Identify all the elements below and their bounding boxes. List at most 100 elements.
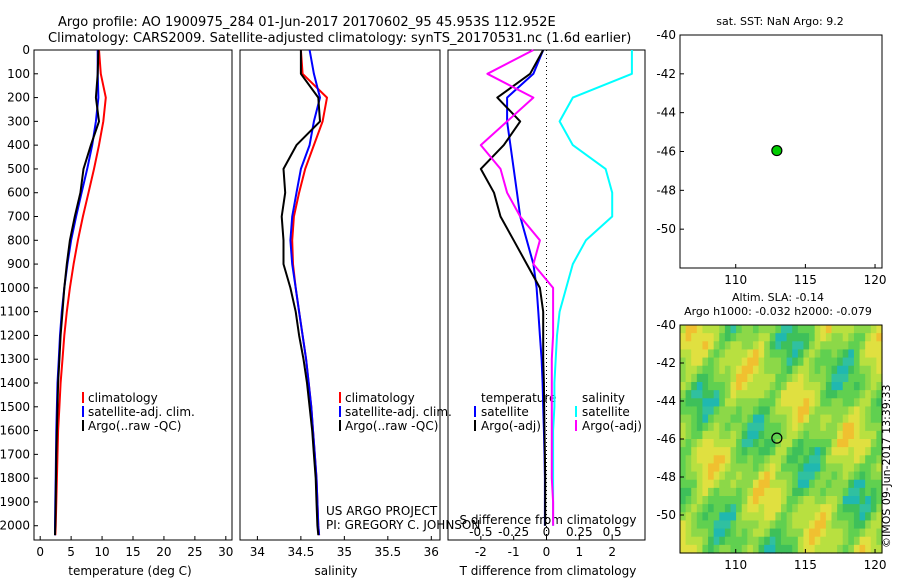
sla-heatmap-cell bbox=[865, 382, 872, 391]
sla-heatmap-cell bbox=[741, 479, 748, 489]
sla-heatmap-cell bbox=[837, 544, 844, 554]
sla-heatmap-cell bbox=[876, 390, 883, 399]
sla-heatmap-cell bbox=[680, 463, 687, 473]
sla-heatmap-cell bbox=[853, 520, 861, 530]
sla-heatmap-cell bbox=[837, 512, 844, 522]
sla-heatmap-cell bbox=[769, 365, 776, 375]
sla-heatmap-cell bbox=[809, 357, 816, 367]
sla-heatmap-cell bbox=[792, 439, 799, 448]
sla-heatmap-cell bbox=[747, 487, 754, 497]
sla-heatmap-cell bbox=[708, 479, 715, 489]
sla-heatmap-cell bbox=[702, 496, 709, 505]
depth-tick-label: 1100 bbox=[0, 305, 30, 319]
sla-heatmap-cell bbox=[848, 325, 855, 334]
sla-heatmap-cell bbox=[680, 422, 687, 432]
sla-heatmap-cell bbox=[691, 536, 698, 546]
sla-heatmap-cell bbox=[809, 382, 816, 391]
sla-heatmap-cell bbox=[719, 520, 726, 530]
sla-heatmap-cell bbox=[837, 398, 844, 408]
sla-heatmap-cell bbox=[764, 463, 771, 473]
sla-heatmap-cell bbox=[758, 382, 765, 391]
sla-heatmap-cell bbox=[752, 390, 760, 399]
sla-heatmap-cell bbox=[781, 479, 788, 489]
sla-heatmap-cell bbox=[820, 512, 827, 522]
sla-heatmap-cell bbox=[853, 479, 861, 489]
sla-heatmap-cell bbox=[691, 406, 698, 416]
sla-heatmap-cell bbox=[736, 341, 743, 351]
sla-heatmap-cell bbox=[752, 430, 760, 440]
sla-heatmap-cell bbox=[809, 504, 816, 513]
sla-heatmap-cell bbox=[741, 536, 748, 546]
sla-heatmap-cell bbox=[769, 414, 776, 424]
sla-heatmap-cell bbox=[820, 447, 827, 456]
sla-map-ytick-label: -42 bbox=[656, 356, 676, 370]
sla-heatmap-cell bbox=[758, 544, 765, 554]
sla-heatmap-cell bbox=[724, 544, 732, 554]
sla-heatmap-cell bbox=[730, 512, 737, 522]
sla-heatmap-cell bbox=[685, 455, 692, 465]
sla-heatmap-cell bbox=[719, 365, 726, 375]
sla-heatmap-cell bbox=[865, 373, 872, 383]
sla-heatmap-cell bbox=[680, 487, 687, 497]
sst-map-ytick-label: -44 bbox=[656, 106, 676, 120]
sla-heatmap-cell bbox=[730, 479, 737, 489]
sla-heatmap-cell bbox=[876, 455, 883, 465]
sla-heatmap-cell bbox=[803, 333, 810, 342]
sla-heatmap-cell bbox=[775, 544, 782, 554]
sla-heatmap-cell bbox=[876, 398, 883, 408]
sla-heatmap-cell bbox=[814, 390, 821, 399]
sla-heatmap-cell bbox=[764, 333, 771, 342]
sla-heatmap-cell bbox=[859, 455, 866, 465]
sla-heatmap-cell bbox=[736, 504, 743, 513]
sst-map-xtick-label: 120 bbox=[864, 273, 887, 287]
sla-heatmap-cell bbox=[853, 341, 861, 351]
sla-heatmap-cell bbox=[781, 430, 788, 440]
sla-heatmap-cell bbox=[786, 471, 793, 481]
sla-heatmap-cell bbox=[853, 439, 861, 448]
sla-heatmap-cell bbox=[758, 398, 765, 408]
sla-heatmap-cell bbox=[786, 333, 793, 342]
sla-heatmap-cell bbox=[724, 512, 732, 522]
sla-heatmap-cell bbox=[680, 479, 687, 489]
sla-heatmap-cell bbox=[702, 536, 709, 546]
sla-heatmap-cell bbox=[775, 357, 782, 367]
sla-heatmap-cell bbox=[786, 341, 793, 351]
sla-heatmap-cell bbox=[820, 406, 827, 416]
sla-heatmap-cell bbox=[870, 439, 877, 448]
salinity-series-argo-raw-qc- bbox=[280, 50, 321, 536]
sla-heatmap-cell bbox=[837, 390, 844, 399]
sla-heatmap-cell bbox=[696, 406, 704, 416]
sla-heatmap-cell bbox=[781, 390, 788, 399]
sla-heatmap-cell bbox=[736, 439, 743, 448]
sla-heatmap-cell bbox=[747, 414, 754, 424]
sla-heatmap-cell bbox=[680, 439, 687, 448]
sla-heatmap-cell bbox=[736, 528, 743, 538]
sla-heatmap-cell bbox=[853, 528, 861, 538]
difference-panel: T difference from climatology S differen… bbox=[447, 49, 646, 578]
sla-heatmap-cell bbox=[736, 382, 743, 391]
sla-heatmap-cell bbox=[792, 406, 799, 416]
sla-heatmap-cell bbox=[752, 471, 760, 481]
sla-heatmap-cell bbox=[853, 471, 861, 481]
sla-heatmap-cell bbox=[769, 349, 776, 359]
sla-heatmap-cell bbox=[741, 357, 748, 367]
sla-heatmap-cell bbox=[870, 496, 877, 505]
sla-heatmap-cell bbox=[848, 504, 855, 513]
sla-heatmap-cell bbox=[769, 325, 776, 334]
sla-heatmap-cell bbox=[730, 341, 737, 351]
sla-heatmap-cell bbox=[853, 414, 861, 424]
sla-heatmap-cell bbox=[870, 447, 877, 456]
sla-heatmap-cell bbox=[685, 349, 692, 359]
sla-heatmap-cell bbox=[837, 487, 844, 497]
sla-heatmap-cell bbox=[713, 333, 720, 342]
sla-heatmap-cell bbox=[792, 349, 799, 359]
sla-heatmap-cell bbox=[792, 365, 799, 375]
sla-heatmap-cell bbox=[680, 414, 687, 424]
sla-heatmap-cell bbox=[769, 333, 776, 342]
sla-heatmap-cell bbox=[848, 390, 855, 399]
sla-heatmap-cell bbox=[736, 496, 743, 505]
sla-heatmap-cell bbox=[764, 536, 771, 546]
sla-heatmap-cell bbox=[781, 520, 788, 530]
sla-heatmap-cell bbox=[809, 544, 816, 554]
depth-tick-label: 1200 bbox=[0, 328, 30, 342]
